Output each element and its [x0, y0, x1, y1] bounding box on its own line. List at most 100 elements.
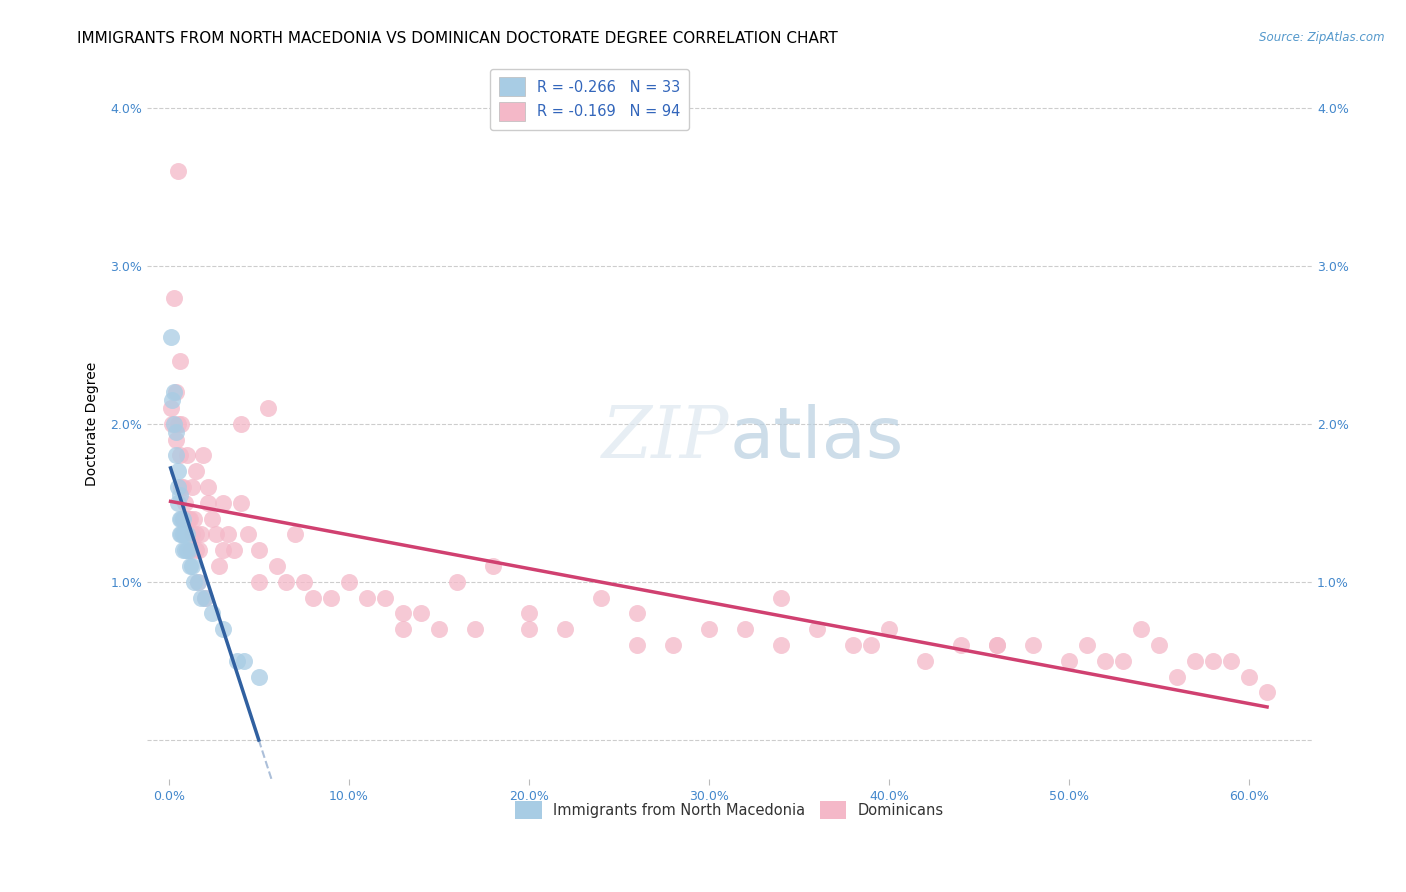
Point	[166, 480, 188, 494]
Point	[176, 511, 198, 525]
Point	[197, 496, 219, 510]
Point	[169, 511, 191, 525]
Point	[1057, 654, 1080, 668]
Point	[769, 638, 792, 652]
Text: ZIP: ZIP	[602, 403, 730, 474]
Point	[163, 417, 186, 431]
Point	[554, 622, 576, 636]
Legend: Immigrants from North Macedonia, Dominicans: Immigrants from North Macedonia, Dominic…	[509, 795, 950, 825]
Point	[859, 638, 882, 652]
Point	[172, 527, 194, 541]
Point	[877, 622, 900, 636]
Point	[163, 385, 186, 400]
Point	[211, 496, 233, 510]
Point	[194, 591, 217, 605]
Point	[769, 591, 792, 605]
Point	[662, 638, 685, 652]
Point	[188, 543, 211, 558]
Point	[190, 527, 212, 541]
Point	[174, 496, 197, 510]
Point	[170, 527, 193, 541]
Point	[626, 607, 648, 621]
Point	[1166, 670, 1188, 684]
Text: IMMIGRANTS FROM NORTH MACEDONIA VS DOMINICAN DOCTORATE DEGREE CORRELATION CHART: IMMIGRANTS FROM NORTH MACEDONIA VS DOMIN…	[77, 31, 838, 46]
Point	[187, 574, 209, 589]
Point	[183, 574, 205, 589]
Point	[337, 574, 360, 589]
Point	[517, 622, 540, 636]
Text: Source: ZipAtlas.com: Source: ZipAtlas.com	[1260, 31, 1385, 45]
Point	[169, 488, 191, 502]
Point	[166, 164, 188, 178]
Point	[197, 480, 219, 494]
Point	[177, 511, 200, 525]
Point	[165, 433, 187, 447]
Point	[166, 464, 188, 478]
Point	[176, 543, 198, 558]
Point	[187, 574, 209, 589]
Point	[319, 591, 342, 605]
Point	[166, 496, 188, 510]
Point	[1256, 685, 1278, 699]
Point	[356, 591, 378, 605]
Point	[266, 559, 288, 574]
Point	[201, 511, 224, 525]
Point	[247, 543, 270, 558]
Point	[247, 670, 270, 684]
Point	[1022, 638, 1045, 652]
Y-axis label: Doctorate Degree: Doctorate Degree	[86, 362, 100, 486]
Point	[1184, 654, 1206, 668]
Point	[1237, 670, 1260, 684]
Point	[626, 638, 648, 652]
Point	[217, 527, 239, 541]
Point	[165, 425, 187, 439]
Point	[176, 449, 198, 463]
Point	[842, 638, 865, 652]
Point	[226, 654, 249, 668]
Point	[176, 527, 198, 541]
Point	[229, 496, 252, 510]
Point	[172, 511, 194, 525]
Point	[179, 543, 201, 558]
Point	[256, 401, 278, 416]
Point	[191, 449, 214, 463]
Point	[427, 622, 450, 636]
Point	[697, 622, 720, 636]
Point	[986, 638, 1008, 652]
Point	[165, 449, 187, 463]
Point	[1076, 638, 1098, 652]
Point	[170, 511, 193, 525]
Point	[177, 543, 200, 558]
Point	[986, 638, 1008, 652]
Point	[194, 591, 217, 605]
Point	[374, 591, 396, 605]
Point	[409, 607, 432, 621]
Point	[734, 622, 756, 636]
Point	[172, 543, 194, 558]
Point	[446, 574, 468, 589]
Point	[170, 417, 193, 431]
Point	[392, 607, 415, 621]
Point	[211, 543, 233, 558]
Point	[181, 480, 204, 494]
Point	[301, 591, 323, 605]
Point	[183, 511, 205, 525]
Point	[914, 654, 936, 668]
Point	[211, 622, 233, 636]
Point	[184, 464, 207, 478]
Point	[169, 353, 191, 368]
Point	[1202, 654, 1225, 668]
Point	[170, 480, 193, 494]
Point	[517, 607, 540, 621]
Point	[162, 393, 184, 408]
Point	[1112, 654, 1135, 668]
Point	[159, 401, 181, 416]
Point	[949, 638, 972, 652]
Point	[464, 622, 486, 636]
Point	[201, 607, 224, 621]
Point	[229, 417, 252, 431]
Point	[169, 449, 191, 463]
Point	[166, 417, 188, 431]
Point	[1130, 622, 1153, 636]
Point	[159, 330, 181, 344]
